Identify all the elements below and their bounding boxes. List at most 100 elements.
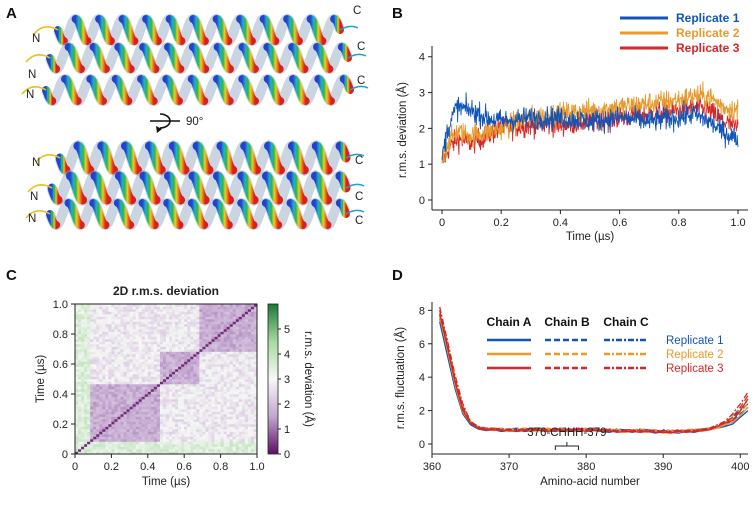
heatmap-cell <box>129 369 133 372</box>
heatmap-cell <box>111 361 115 365</box>
heatmap-cell <box>141 309 146 312</box>
heatmap-cell <box>202 369 206 372</box>
heatmap-cell <box>172 346 176 350</box>
heatmap-cell <box>172 341 176 345</box>
heatmap-cell <box>156 396 161 400</box>
heatmap-cell <box>153 306 158 310</box>
heatmap-cell <box>141 334 146 337</box>
heatmap-cell <box>205 394 209 397</box>
heatmap-cell <box>129 446 133 450</box>
heatmap-cell <box>244 329 249 332</box>
heatmap-cell <box>96 314 100 317</box>
heatmap-cell <box>150 311 155 315</box>
heatmap-cell <box>193 421 197 425</box>
motif-annotation: 376-CHHH-379 <box>527 427 607 450</box>
heatmap-cell <box>190 449 194 452</box>
heatmap-cell <box>132 311 136 315</box>
heatmap-cell <box>132 351 136 355</box>
heatmap-cell <box>102 416 106 420</box>
heatmap-cell <box>244 371 249 375</box>
heatmap-cell <box>129 376 133 380</box>
terminal-tail <box>349 85 369 91</box>
heatmap-cell <box>166 399 170 402</box>
heatmap-cell <box>120 309 124 312</box>
heatmap-cell <box>196 406 200 410</box>
heatmap-cell <box>159 336 164 340</box>
heatmap-cell <box>184 386 188 390</box>
heatmap-cell <box>126 379 130 382</box>
heatmap-cell <box>81 436 85 440</box>
helix-ribbon <box>65 171 88 205</box>
heatmap-cell <box>84 406 88 410</box>
heatmap-cell <box>87 359 91 362</box>
heatmap-cell <box>232 434 237 437</box>
heatmap-cell <box>120 399 124 402</box>
heatmap-cell <box>135 361 139 365</box>
heatmap-cell <box>208 344 212 347</box>
heatmap-cell <box>93 404 97 407</box>
heatmap-cell <box>81 361 85 365</box>
heatmap-cell <box>238 371 243 375</box>
heatmap-cell <box>123 409 127 412</box>
heatmap-cell <box>190 404 194 407</box>
heatmap-cell <box>199 361 203 365</box>
heatmap-cell <box>244 326 249 330</box>
heatmap-cell <box>184 414 188 417</box>
heatmap-cell <box>187 316 191 320</box>
heatmap-cell <box>141 399 146 402</box>
heatmap-cell <box>99 406 103 410</box>
heatmap-cell <box>144 404 149 407</box>
heatmap-cell <box>147 304 152 307</box>
heatmap-cell <box>144 344 149 347</box>
heatmap-cell <box>126 341 130 345</box>
heatmap-cell <box>214 449 218 452</box>
heatmap-cell <box>126 306 130 310</box>
colorbar <box>267 303 279 455</box>
heatmap-cell <box>75 334 79 337</box>
heatmap-cell <box>205 341 209 345</box>
heatmap-cell <box>135 331 139 335</box>
heatmap-cell <box>87 391 91 395</box>
heatmap-cell <box>175 411 179 415</box>
heatmap-cell <box>156 449 161 452</box>
heatmap-cell <box>205 441 209 445</box>
heatmap-cell <box>156 439 161 442</box>
heatmap-cell <box>223 329 227 332</box>
heatmap-cell <box>235 451 240 455</box>
heatmap-cell <box>166 446 170 450</box>
heatmap-cell <box>144 421 149 425</box>
heatmap-cell <box>232 396 237 400</box>
colorbar-tick-label: 2 <box>284 399 290 411</box>
heatmap-cell <box>178 319 182 322</box>
heatmap-cell <box>175 344 179 347</box>
heatmap-cell <box>78 391 82 395</box>
heatmap-cell <box>217 311 221 315</box>
heatmap-cell <box>169 451 173 455</box>
heatmap-cell <box>208 431 212 435</box>
heatmap-cell <box>217 351 221 355</box>
heatmap-cell <box>141 406 146 410</box>
heatmap-cell <box>253 421 258 425</box>
heatmap-cell <box>159 369 164 372</box>
heatmap-cell <box>166 356 170 360</box>
heatmap-cell <box>184 351 188 355</box>
heatmap-cell <box>144 369 149 372</box>
heatmap-cell <box>90 391 94 395</box>
heatmap-cell <box>120 394 124 397</box>
c-y-tick-label: 0 <box>62 449 68 461</box>
heatmap-cell <box>96 369 100 372</box>
heatmap-cell <box>241 304 246 307</box>
heatmap-cell <box>129 439 133 442</box>
heatmap-cell <box>208 414 212 417</box>
heatmap-cell <box>78 404 82 407</box>
heatmap-cell <box>196 401 200 405</box>
heatmap-cell <box>169 371 173 375</box>
heatmap-cell <box>108 356 112 360</box>
heatmap-cell <box>175 349 179 352</box>
heatmap-cell <box>181 381 185 385</box>
heatmap-cell <box>175 406 179 410</box>
heatmap-cell <box>126 396 130 400</box>
heatmap-cell <box>138 416 143 420</box>
heatmap-cell <box>166 394 170 397</box>
heatmap-cell <box>135 419 139 422</box>
